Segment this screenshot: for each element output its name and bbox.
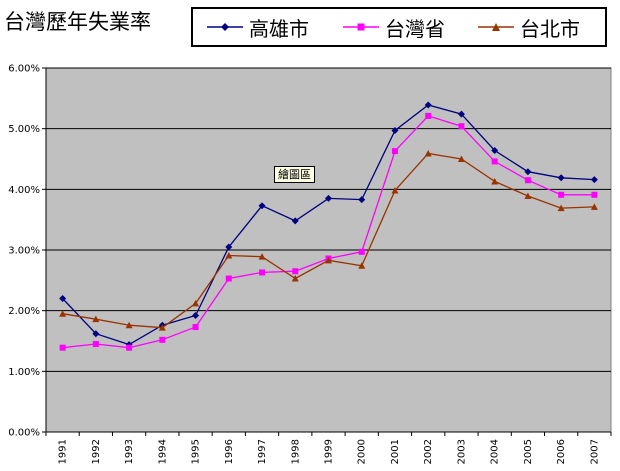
legend-line-square-icon <box>343 23 379 31</box>
legend-item-taiwan-province: 台灣省 <box>343 9 445 45</box>
data-point <box>590 176 598 184</box>
data-point <box>158 324 166 331</box>
series-3 <box>59 150 598 331</box>
x-tick-label: 1993 <box>124 439 135 464</box>
data-point <box>524 192 532 200</box>
legend-item-taipei: 台北市 <box>478 9 580 45</box>
data-point <box>424 150 432 157</box>
data-point <box>524 168 532 176</box>
legend-line-triangle-icon <box>478 23 514 31</box>
data-point <box>391 126 399 134</box>
data-point <box>457 110 465 118</box>
data-point <box>425 112 432 119</box>
data-point <box>557 204 565 212</box>
legend: 高雄市 台灣省 台北市 <box>191 7 607 47</box>
data-point <box>192 312 200 320</box>
data-point <box>59 344 66 351</box>
x-tick-label: 2005 <box>523 439 534 464</box>
data-point <box>391 187 399 194</box>
data-point <box>125 321 133 329</box>
y-tick-label: 4.00% <box>8 185 40 196</box>
x-tick-label: 2007 <box>589 439 600 464</box>
data-point <box>92 341 99 348</box>
data-point <box>192 299 200 307</box>
data-point <box>325 256 332 264</box>
data-point <box>458 123 465 130</box>
data-point <box>391 148 398 155</box>
data-point <box>557 174 565 182</box>
data-point <box>591 191 598 198</box>
data-point <box>92 315 100 323</box>
legend-line-diamond-icon <box>207 23 243 31</box>
data-point <box>225 275 232 282</box>
x-tick-label: 2002 <box>423 439 434 464</box>
plot-area-tooltip: 繪圖區 <box>274 166 315 183</box>
data-point <box>358 248 365 255</box>
y-tick-label: 3.00% <box>8 246 40 257</box>
data-point <box>491 177 499 185</box>
legend-label: 台北市 <box>520 16 580 41</box>
data-point <box>292 268 299 275</box>
y-tick-label: 1.00% <box>8 367 40 378</box>
data-point <box>590 203 598 210</box>
data-point <box>491 158 498 165</box>
x-tick-label: 1994 <box>157 439 168 464</box>
data-point <box>92 330 100 338</box>
data-point <box>159 336 166 343</box>
data-point <box>258 202 266 210</box>
data-point <box>59 310 67 317</box>
x-tick-label: 1992 <box>91 439 102 464</box>
y-tick-label: 5.00% <box>8 124 40 135</box>
data-point <box>126 344 133 351</box>
x-tick-label: 1997 <box>257 439 268 464</box>
y-tick-label: 0.00% <box>8 428 40 439</box>
x-tick-label: 2003 <box>456 439 467 464</box>
data-point <box>259 269 266 276</box>
series-1 <box>59 101 598 349</box>
x-tick-label: 1999 <box>324 439 335 464</box>
data-point <box>491 147 499 155</box>
x-tick-label: 1998 <box>290 439 301 464</box>
x-tick-label: 1995 <box>191 439 202 464</box>
x-tick-label: 1996 <box>224 439 235 464</box>
x-tick-label: 2004 <box>490 439 501 464</box>
data-point <box>558 191 565 198</box>
y-tick-label: 6.00% <box>8 64 40 75</box>
x-tick-label: 2006 <box>556 439 567 464</box>
data-point <box>225 251 233 259</box>
data-point <box>424 101 432 109</box>
data-point <box>457 155 465 162</box>
data-point <box>225 243 233 251</box>
x-tick-label: 1991 <box>58 439 69 464</box>
data-point <box>358 262 366 269</box>
data-point <box>59 295 67 303</box>
data-point <box>291 217 299 225</box>
legend-label: 台灣省 <box>385 16 445 41</box>
data-point <box>192 324 199 331</box>
legend-label: 高雄市 <box>249 16 309 41</box>
y-tick-label: 2.00% <box>8 306 40 317</box>
legend-item-kaohsiung: 高雄市 <box>207 9 309 45</box>
chart-title: 台灣歷年失業率 <box>4 10 151 34</box>
x-tick-label: 2000 <box>357 439 368 464</box>
data-point <box>291 275 299 282</box>
data-point <box>258 253 266 260</box>
x-tick-label: 2001 <box>390 439 401 464</box>
data-point <box>358 196 366 204</box>
data-point <box>524 177 531 184</box>
data-point <box>325 194 332 202</box>
